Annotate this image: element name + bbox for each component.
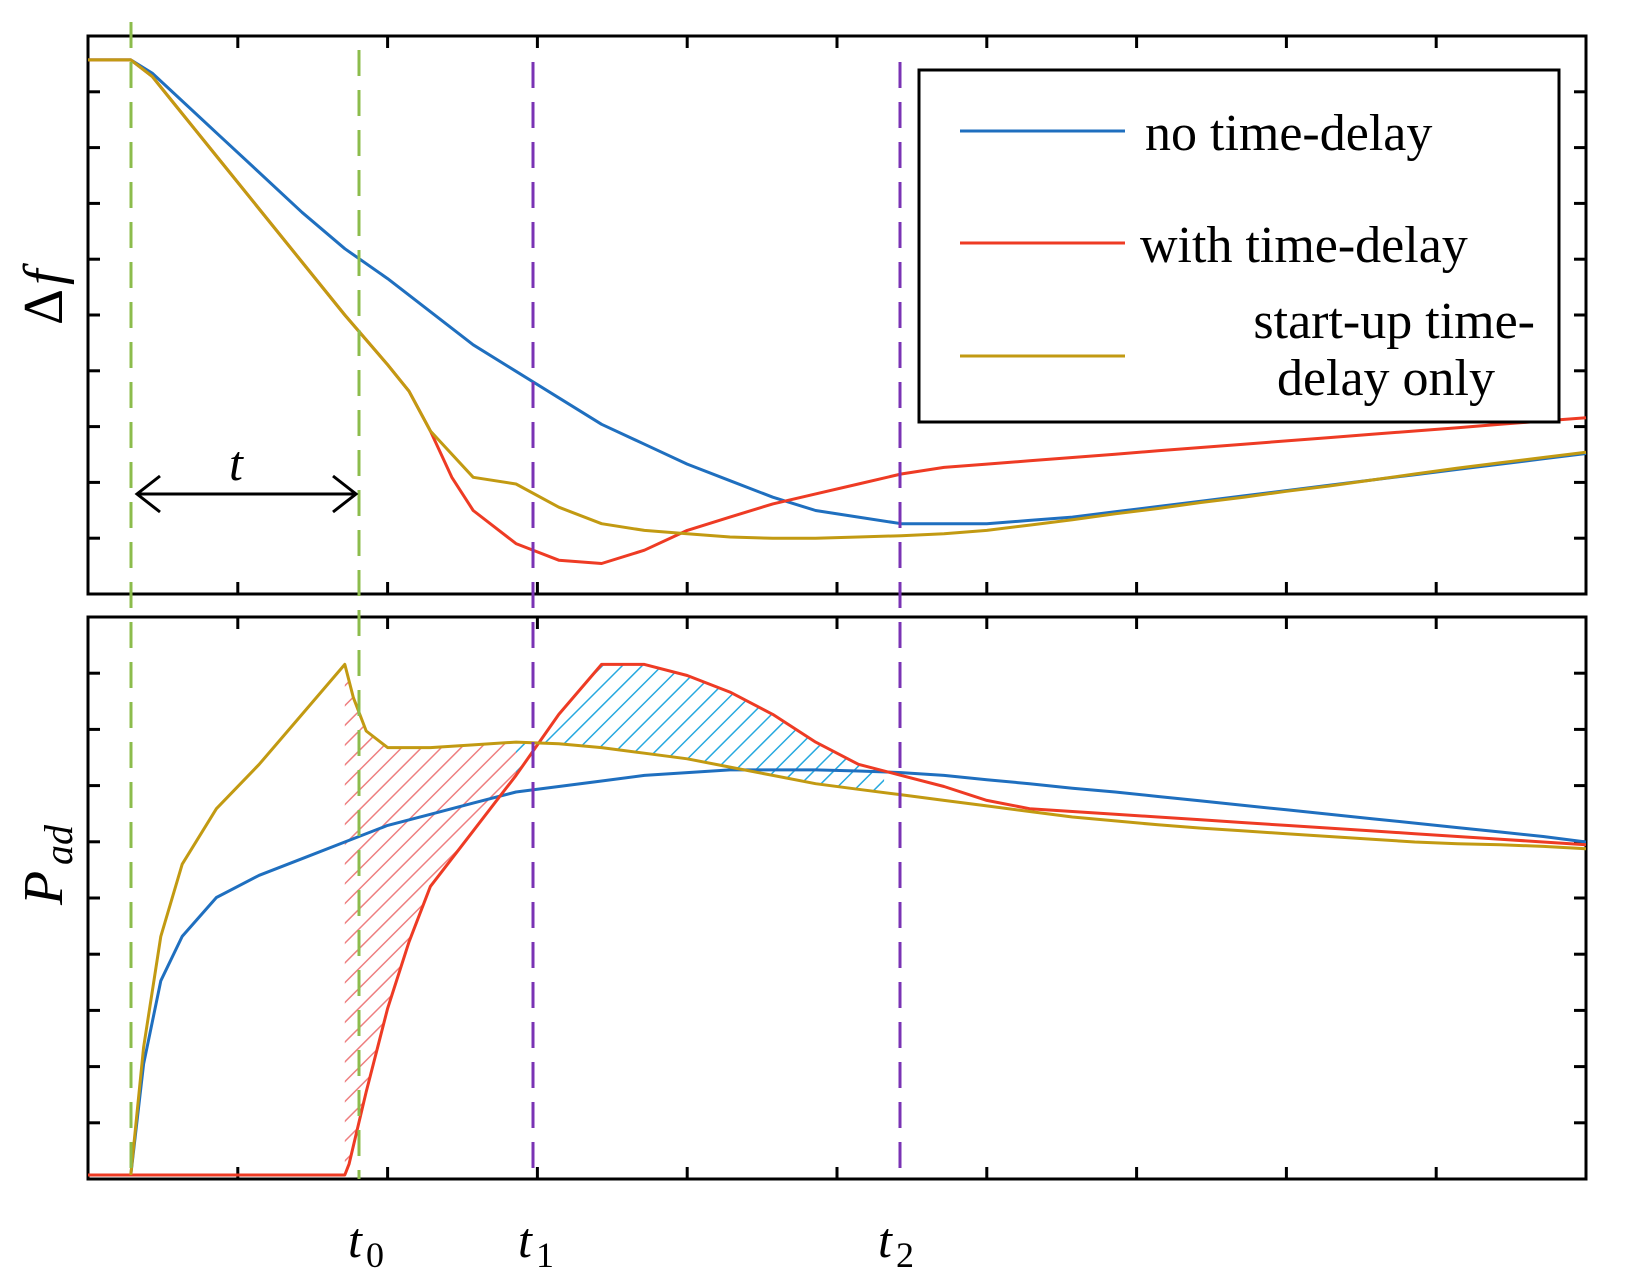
top-series — [88, 58, 1587, 565]
top-ticks — [86, 36, 1588, 594]
legend-label-with-delay: with time-delay — [1140, 217, 1468, 274]
bottom-ylabel-sub: ad — [36, 824, 81, 865]
delay-label: t — [229, 435, 244, 491]
top-panel: Δ f — [13, 34, 1588, 596]
hatch-area-red — [344, 664, 516, 1175]
bottom-panel: P ad — [13, 615, 1588, 1181]
bottom-hatched-areas — [344, 664, 885, 1175]
x-tick-t1-sub: 1 — [536, 1235, 554, 1275]
top-ylabel-f: f — [13, 262, 75, 285]
hatch-area-blue — [516, 664, 885, 793]
x-tick-labels: t 0 t 1 t 2 — [348, 1212, 914, 1275]
x-tick-t0: t — [348, 1212, 363, 1268]
legend-box — [917, 68, 1561, 424]
top-series-line-start-up-time-delay-only — [88, 58, 1587, 540]
bottom-ylabel-P: P — [13, 871, 75, 906]
x-tick-t0-sub: 0 — [366, 1235, 384, 1275]
bottom-series-line-start-up-time-delay-only — [129, 662, 1587, 1176]
x-tick-t1: t — [518, 1212, 533, 1268]
x-tick-t2: t — [878, 1212, 893, 1268]
legend: no time-delay with time-delay start-up t… — [917, 68, 1561, 424]
vertical-guides — [129, 22, 902, 1179]
x-tick-t2-sub: 2 — [896, 1235, 914, 1275]
bottom-ticks — [86, 617, 1588, 1179]
bottom-series-line-no-time-delay — [129, 768, 1587, 1176]
delay-arrow-left-head — [134, 474, 161, 514]
bottom-series — [88, 662, 1587, 1177]
delay-arrow-right-head — [332, 474, 359, 514]
delay-arrow: t — [134, 435, 359, 514]
bottom-series-line-with-time-delay — [88, 662, 1587, 1177]
legend-label-startup-line2: delay only — [1277, 350, 1495, 407]
legend-label-no-delay: no time-delay — [1145, 105, 1432, 162]
legend-label-startup-line1: start-up time- — [1253, 293, 1535, 350]
top-ylabel-delta: Δ — [13, 289, 75, 325]
